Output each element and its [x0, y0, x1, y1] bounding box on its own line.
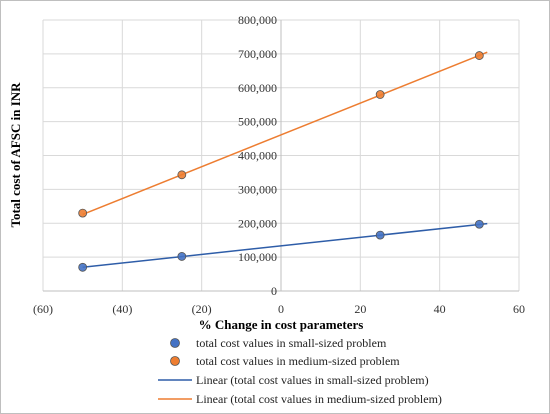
x-tick-label: (20) [192, 302, 212, 316]
x-tick-label: (60) [33, 302, 53, 316]
legend: total cost values in small-sized problem… [158, 336, 442, 406]
legend-label: Linear (total cost values in small-sized… [196, 373, 429, 387]
y-tick-labels: 0 100,000 200,000 300,000 400,000 500,000 600,… [238, 13, 277, 298]
trendline [82, 222, 488, 269]
y-tick-label: 800,000 [238, 13, 277, 27]
y-tick-label: 300,000 [238, 182, 277, 196]
legend-label: total cost values in small-sized problem [196, 336, 387, 350]
x-tick-label: (40) [112, 302, 132, 316]
data-point [375, 230, 385, 240]
trendline [82, 51, 488, 216]
y-axis-title: Total cost of AFSC in INR [8, 82, 23, 228]
data-point [78, 208, 88, 218]
data-point [177, 252, 187, 261]
y-tick-label: 700,000 [238, 47, 277, 61]
legend-label: total cost values in medium-sized proble… [196, 354, 400, 368]
series-layer [78, 51, 488, 272]
x-axis-title: % Change in cost parameters [199, 317, 364, 332]
data-point [177, 170, 187, 180]
y-tick-label: 0 [271, 284, 277, 298]
data-point [474, 51, 484, 60]
data-point [474, 219, 484, 229]
x-tick-label: 60 [513, 302, 525, 316]
legend-marker [170, 356, 180, 366]
legend-marker [170, 338, 180, 348]
grid [42, 19, 520, 292]
y-tick-label: 200,000 [238, 216, 277, 230]
y-tick-label: 400,000 [238, 149, 277, 163]
x-tick-labels: (60) (40) (20) 0 20 40 60 [33, 302, 525, 316]
data-point [375, 90, 385, 99]
y-tick-label: 600,000 [238, 81, 277, 95]
y-tick-label: 500,000 [238, 115, 277, 129]
data-point [78, 262, 88, 272]
x-tick-label: 0 [278, 302, 284, 316]
x-tick-label: 40 [434, 302, 446, 316]
y-tick-label: 100,000 [238, 250, 277, 264]
x-tick-label: 20 [354, 302, 366, 316]
legend-label: Linear (total cost values in medium-size… [196, 392, 442, 406]
